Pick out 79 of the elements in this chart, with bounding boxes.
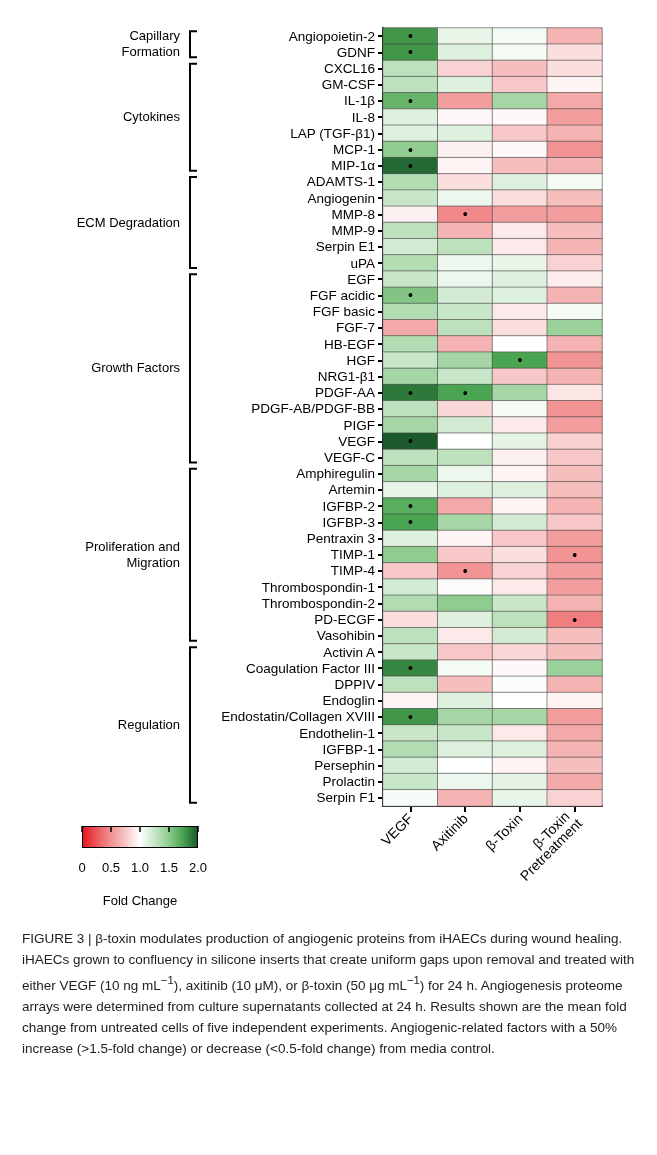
y-tick-label: TIMP-1 <box>330 547 375 563</box>
y-tick-label: GM-CSF <box>321 77 375 93</box>
y-tick-label: TIMP-4 <box>330 563 376 579</box>
y-tick-label: MMP-8 <box>331 206 375 222</box>
data-label: • <box>407 28 413 45</box>
color-bar-label: 0 <box>78 860 86 875</box>
text: Regulation <box>116 716 180 733</box>
y-tick-label: PD-ECGF <box>314 612 375 628</box>
y-tick-label: EGF <box>347 271 375 287</box>
y-tick-label: HGF <box>346 352 375 368</box>
y-tick-label: DPPIV <box>334 676 375 692</box>
data-label: • <box>462 206 468 223</box>
data-label: • <box>572 611 578 628</box>
y-tick-label: Artemin <box>328 482 375 498</box>
color-bar-label: 2.0 <box>188 860 208 875</box>
y-tick-label: VEGF-C <box>323 450 376 466</box>
y-tick-label: FGF-7 <box>336 320 375 336</box>
y-tick-label: IGFBP-3 <box>322 514 375 530</box>
y-tick-label: Persephin <box>314 757 375 773</box>
data-label: • <box>407 660 413 677</box>
y-tick-label: Endostatin/Collagen XVIII <box>221 709 375 725</box>
y-tick-label: LAP (TGF-β1) <box>290 125 375 141</box>
data-label: • <box>407 157 413 174</box>
y-tick-label: Coagulation Factor III <box>245 660 375 676</box>
data-label: • <box>407 498 413 515</box>
text: Proliferation and Migration <box>84 538 180 571</box>
data-label: • <box>407 141 413 158</box>
y-tick-label: IGFBP-2 <box>322 498 375 514</box>
y-tick-label: Thrombospondin-1 <box>261 579 375 595</box>
color-bar-label: 1.5 <box>159 860 179 875</box>
data-label: • <box>407 433 413 450</box>
y-tick-label: MIP-1α <box>331 158 376 174</box>
y-tick-label: FGF acidic <box>309 287 376 303</box>
y-tick-label: MMP-9 <box>331 223 375 239</box>
y-tick-label: Serpin F1 <box>316 790 375 806</box>
text: Capillary Formation <box>120 28 180 61</box>
y-tick-label: VEGF <box>338 433 375 449</box>
data-label: • <box>407 92 413 109</box>
data-label: • <box>572 546 578 563</box>
color-bar-label: 0.5 <box>101 860 121 875</box>
data-label: • <box>407 44 413 61</box>
y-tick-label: Amphiregulin <box>296 466 375 482</box>
y-tick-label: Vasohibin <box>316 628 375 644</box>
y-tick-label: Activin A <box>323 644 375 660</box>
y-tick-label: Angiogenin <box>307 190 375 206</box>
y-tick-label: NRG1-β1 <box>317 368 375 384</box>
y-tick-label: Prolactin <box>322 774 375 790</box>
y-tick-label: Angiopoietin-2 <box>288 28 375 44</box>
y-tick-label: uPA <box>350 255 375 271</box>
y-tick-label: Endoglin <box>322 693 375 709</box>
y-tick-label: MCP-1 <box>332 142 375 158</box>
data-label: • <box>517 352 523 369</box>
color-bar-title: Fold Change <box>102 893 178 908</box>
data-label: • <box>462 562 468 579</box>
y-tick-label: HB-EGF <box>323 336 375 352</box>
text: Growth Factors <box>90 360 180 377</box>
y-tick-label: FGF basic <box>312 304 376 320</box>
text: FIGURE 3 | β-toxin modulates production of angiogenic proteins from iHAECs during wound healing. iHAECs grown to confluency in silicone inserts that create uniform gaps upon removal and treated with either VEGF (10 ng mL$^{−1}$), axitinib (10 μM), or β-toxin (50 μg mL$^{−1}$) for 24 h. Angiogenesis proteome arrays were determined from culture supernatants collected at 24 h. Results shown are the mean fold change from untreated cells of five independent experiments. Angiogenic-related factors with a 50% increase (>1.5-fold change) or decrease (<0.5-fold change) from media control. <box>22 931 635 1056</box>
data-label: • <box>407 287 413 304</box>
data-label: • <box>462 384 468 401</box>
y-tick-label: Endothelin-1 <box>299 725 375 741</box>
data-label: • <box>407 514 413 531</box>
y-tick-label: ADAMTS-1 <box>306 174 375 190</box>
y-tick-label: IGFBP-1 <box>322 741 375 757</box>
y-tick-label: IL-8 <box>351 109 375 125</box>
y-tick-label: GDNF <box>336 44 375 60</box>
y-tick-label: PIGF <box>343 417 375 433</box>
y-tick-label: Thrombospondin-2 <box>261 595 375 611</box>
color-bar-label: 1.0 <box>130 860 150 875</box>
y-tick-label: Pentraxin 3 <box>306 531 375 547</box>
y-tick-label: PDGF-AA <box>314 385 375 401</box>
text: ECM Degradation <box>75 214 180 231</box>
y-tick-label: CXCL16 <box>323 61 375 77</box>
y-tick-label: PDGF-AB/PDGF-BB <box>251 401 375 417</box>
y-tick-label: IL-1β <box>343 93 376 109</box>
data-label: • <box>407 708 413 725</box>
data-label: • <box>407 384 413 401</box>
text: Cytokines <box>121 109 180 126</box>
y-tick-label: Serpin E1 <box>315 239 375 255</box>
